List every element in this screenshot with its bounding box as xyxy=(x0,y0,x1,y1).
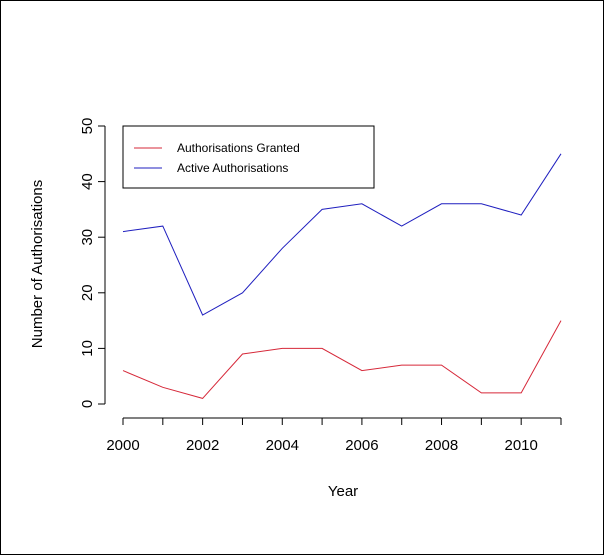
series-line-active-authorisations xyxy=(122,153,562,316)
x-axis: 2000 2002 2004 2006 2008 2010 xyxy=(106,417,562,454)
legend: Authorisations Granted Active Authorisat… xyxy=(122,125,375,189)
legend-box xyxy=(122,125,375,189)
x-tick-label: 2002 xyxy=(186,437,219,454)
y-axis: 0 10 20 30 40 50 xyxy=(79,118,106,408)
x-tick-label: 2004 xyxy=(266,437,299,454)
y-tick-label: 40 xyxy=(79,173,96,190)
x-tick-label: 2008 xyxy=(425,437,458,454)
series-line-authorisations-granted xyxy=(122,320,562,399)
x-axis-title: Year xyxy=(328,483,358,500)
x-tick-label: 2010 xyxy=(504,437,537,454)
y-tick-label: 30 xyxy=(79,229,96,246)
series-lines xyxy=(122,153,562,399)
y-tick-label: 10 xyxy=(79,340,96,357)
x-tick-label: 2000 xyxy=(106,437,139,454)
y-tick-label: 50 xyxy=(79,118,96,135)
y-tick-label: 0 xyxy=(79,400,96,408)
y-axis-title: Number of Authorisations xyxy=(29,180,46,348)
legend-label-granted: Authorisations Granted xyxy=(177,141,300,155)
y-tick-label: 20 xyxy=(79,284,96,301)
legend-label-active: Active Authorisations xyxy=(177,161,288,175)
x-tick-label: 2006 xyxy=(345,437,378,454)
